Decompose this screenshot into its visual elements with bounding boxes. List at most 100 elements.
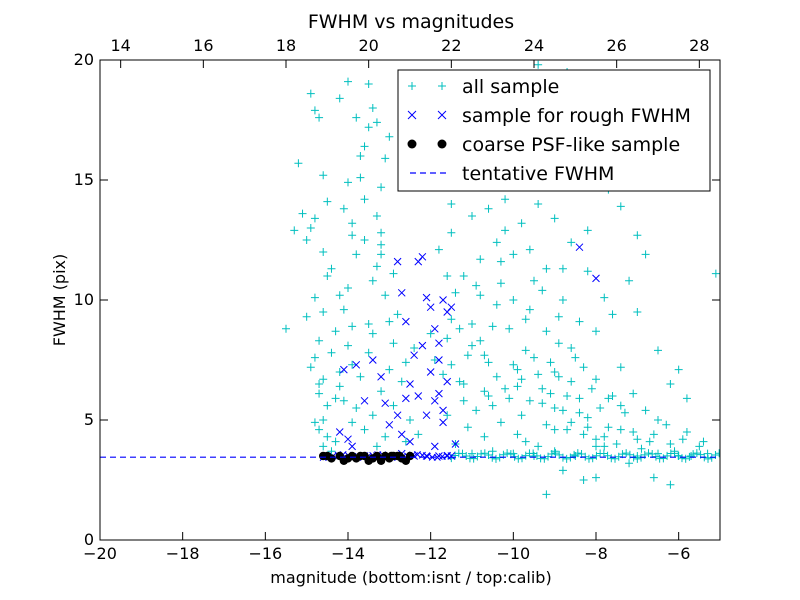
- all-sample-point: [323, 401, 332, 410]
- rough-sample-point: [397, 430, 406, 439]
- rough-sample-point: [410, 351, 418, 360]
- all-sample-point: [517, 411, 526, 420]
- rough-sample-point: [447, 303, 456, 312]
- legend-dot-marker: [437, 139, 447, 149]
- all-sample-point: [509, 360, 518, 369]
- all-sample-point: [534, 442, 543, 451]
- rough-sample-point: [414, 392, 423, 400]
- all-sample-point: [645, 437, 654, 446]
- all-sample-point: [463, 351, 472, 360]
- all-sample-point: [682, 428, 691, 436]
- all-sample-point: [579, 363, 588, 372]
- all-sample-point: [339, 204, 348, 213]
- all-sample-point: [439, 370, 448, 379]
- all-sample-point: [310, 353, 319, 362]
- all-sample-point: [381, 432, 390, 441]
- rough-sample-point: [385, 420, 394, 429]
- all-sample-point: [641, 250, 650, 259]
- all-sample-point: [385, 365, 394, 374]
- all-sample-point: [381, 154, 390, 163]
- rough-sample-point: [418, 341, 427, 350]
- all-sample-point: [476, 255, 485, 264]
- all-sample-point: [310, 214, 319, 223]
- all-sample-point: [699, 437, 708, 446]
- all-sample-point: [550, 214, 559, 223]
- all-sample-point: [682, 394, 691, 403]
- all-sample-point: [459, 272, 468, 280]
- rough-sample-point: [406, 437, 414, 446]
- all-sample-point: [397, 377, 406, 386]
- all-sample-point: [550, 447, 559, 456]
- all-sample-point: [319, 442, 328, 451]
- all-strip-marker: [644, 449, 653, 458]
- all-sample-point: [662, 420, 671, 429]
- y-tick-label: 0: [84, 530, 94, 549]
- all-sample-point: [620, 408, 629, 417]
- all-sample-point: [583, 423, 592, 432]
- all-sample-point: [348, 231, 357, 240]
- all-sample-point: [302, 236, 311, 244]
- y-tick-label: 20: [74, 50, 94, 69]
- rough-sample-point: [406, 380, 414, 388]
- all-sample-point: [509, 449, 518, 458]
- all-sample-point: [372, 262, 381, 271]
- all-sample-point: [377, 240, 386, 249]
- x-tick-label: −6: [667, 544, 691, 563]
- all-strip-marker: [611, 454, 620, 463]
- all-sample-point: [538, 286, 547, 295]
- all-sample-point: [554, 339, 563, 348]
- all-sample-point: [447, 360, 456, 369]
- all-sample-point: [352, 250, 361, 259]
- all-sample-point: [348, 219, 357, 228]
- all-sample-point: [592, 375, 600, 384]
- rough-sample-point: [344, 435, 352, 444]
- all-sample-point: [567, 377, 576, 386]
- all-sample-point: [331, 437, 340, 446]
- rough-sample-point: [439, 296, 447, 304]
- legend-entry: tentative FWHM: [410, 163, 614, 185]
- all-sample-point: [600, 442, 609, 451]
- rough-sample-point: [575, 243, 584, 252]
- all-sample-point: [583, 413, 592, 422]
- all-sample-point: [476, 291, 485, 300]
- all-sample-point: [558, 264, 567, 273]
- all-strip-marker: [540, 454, 549, 463]
- all-sample-point: [649, 473, 658, 482]
- x-tick-label: −20: [83, 544, 117, 563]
- all-sample-point: [575, 394, 584, 403]
- all-sample-point: [443, 411, 452, 420]
- all-sample-point: [430, 356, 439, 364]
- all-strip-marker: [622, 449, 631, 458]
- all-sample-point: [356, 372, 365, 381]
- top-x-tick-label: 14: [110, 36, 130, 55]
- all-sample-point: [472, 406, 481, 415]
- x-tick-label: −14: [331, 544, 365, 563]
- all-sample-point: [443, 272, 452, 280]
- legend-label: coarse PSF-like sample: [462, 134, 680, 156]
- axes: −20 −18 −16 −14 −12 −10 −8 −6 0 5 10 15 20 14 16 18 20 22…: [74, 36, 721, 563]
- all-sample-point: [579, 476, 588, 484]
- all-sample-point: [368, 411, 377, 420]
- all-sample-point: [356, 173, 365, 182]
- all-sample-point: [703, 449, 712, 458]
- all-sample-point: [339, 396, 348, 405]
- all-sample-point: [463, 423, 472, 432]
- all-sample-point: [711, 269, 720, 278]
- rough-sample-point: [393, 411, 402, 420]
- all-sample-point: [575, 408, 584, 417]
- legend-x-marker: [407, 110, 417, 120]
- all-sample-point: [546, 389, 555, 398]
- all-sample-point: [348, 322, 357, 331]
- all-sample-point: [637, 444, 646, 453]
- legend-box: [397, 69, 711, 192]
- y-tick-label: 15: [74, 170, 94, 189]
- top-x-tick-label: 18: [276, 36, 296, 55]
- all-sample-point: [567, 344, 576, 352]
- all-sample-point: [315, 425, 324, 434]
- all-sample-point: [501, 384, 510, 393]
- plot-area: [100, 60, 720, 499]
- all-sample-point: [372, 118, 381, 127]
- all-sample-point: [476, 336, 485, 345]
- rough-sample-point: [402, 394, 410, 403]
- all-sample-point: [410, 344, 419, 352]
